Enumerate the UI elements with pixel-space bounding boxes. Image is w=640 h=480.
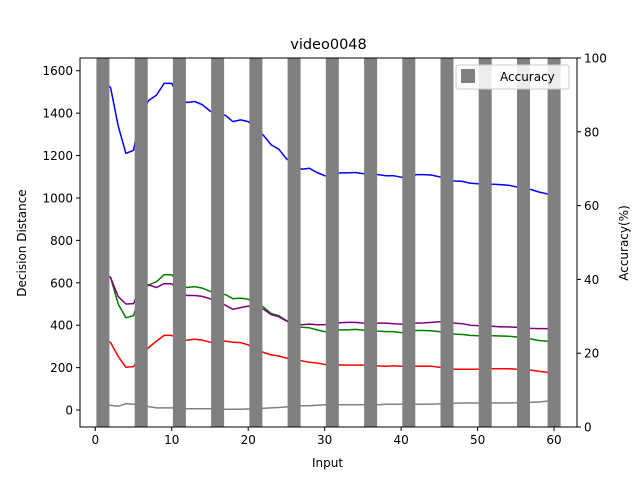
accuracy-bar-51: [478, 57, 492, 427]
y2-tick-label-100: 100: [584, 52, 607, 66]
y-tick-label-1600: 1600: [42, 64, 73, 78]
x-tick-label-40: 40: [393, 433, 408, 447]
accuracy-bar-16: [211, 57, 225, 427]
y2-axis-label: Accuracy(%): [617, 205, 631, 281]
accuracy-bar-1: [96, 57, 110, 427]
chart-title: video0048: [290, 37, 367, 53]
y2-tick-label-60: 60: [584, 199, 599, 213]
y-tick-label-1400: 1400: [42, 107, 73, 121]
plot-area: [96, 57, 561, 427]
y2-tick-label-80: 80: [584, 125, 599, 139]
axes: 0 10 20 30 40 50 60020040060080010001200140016…: [42, 52, 606, 448]
y-tick-label-600: 600: [50, 276, 73, 290]
accuracy-bar-21: [249, 57, 263, 427]
y-tick-label-1000: 1000: [42, 191, 73, 205]
y-tick-label-0: 0: [65, 404, 73, 418]
y-axis-label: Decision Distance: [15, 189, 29, 296]
accuracy-bar-6: [134, 57, 148, 427]
x-axis-label: Input: [312, 456, 343, 470]
legend-entry-accuracy: Accuracy: [500, 70, 555, 84]
x-tick-label-10: 10: [164, 433, 179, 447]
x-tick-label-0: 0: [91, 433, 99, 447]
y2-tick-label-20: 20: [584, 347, 599, 361]
accuracy-bar-11: [172, 57, 186, 427]
legend-marker-accuracy: [461, 69, 475, 83]
x-tick-label-20: 20: [241, 433, 256, 447]
legend-frame: [455, 64, 570, 90]
y-tick-label-800: 800: [50, 234, 73, 248]
accuracy-bar-41: [402, 57, 416, 427]
y-tick-label-400: 400: [50, 319, 73, 333]
accuracy-bar-31: [325, 57, 339, 427]
x-tick-label-30: 30: [317, 433, 332, 447]
y-tick-label-200: 200: [50, 361, 73, 375]
accuracy-bar-46: [440, 57, 454, 427]
axes-frame: [79, 57, 578, 428]
accuracy-bar-26: [287, 57, 301, 427]
legend: Accuracy: [455, 64, 570, 90]
x-tick-label-60: 60: [546, 433, 561, 447]
accuracy-bar-56: [517, 57, 530, 427]
y-tick-label-1200: 1200: [42, 149, 73, 163]
x-tick-label-50: 50: [470, 433, 485, 447]
y2-tick-label-40: 40: [584, 273, 599, 287]
accuracy-bar-60: [547, 57, 561, 427]
y2-tick-label-0: 0: [584, 421, 592, 435]
accuracy-bar-36: [364, 57, 378, 427]
